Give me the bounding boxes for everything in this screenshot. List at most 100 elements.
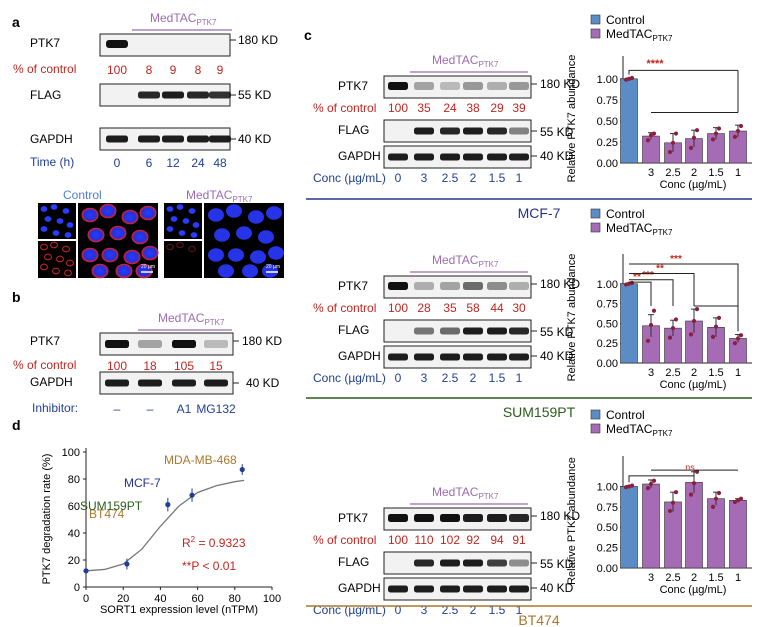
c-ptk7-band bbox=[388, 282, 408, 290]
c-pct-value: 44 bbox=[490, 301, 504, 315]
data-point bbox=[691, 135, 697, 140]
b-inhibitor-values: – – A1 MG132 bbox=[114, 402, 236, 416]
data-point bbox=[710, 504, 716, 509]
y-tick-label: 0.25 bbox=[597, 137, 618, 149]
a-flag-band bbox=[138, 91, 160, 99]
data-point bbox=[694, 307, 700, 312]
c-conc-value: 1 bbox=[516, 603, 523, 617]
legend-label-control: Control bbox=[606, 207, 645, 221]
b-pct-value: 100 bbox=[107, 359, 127, 373]
b-pct-value: 105 bbox=[174, 359, 194, 373]
x-tick-label: 1 bbox=[735, 167, 741, 179]
c-flag-band bbox=[463, 559, 483, 567]
c-conc-label: Conc (µg/mL) bbox=[313, 171, 386, 185]
point-label-sum159pt: SUM159PT bbox=[80, 499, 143, 513]
c-gapdh-band bbox=[414, 153, 434, 161]
c-gapdh-band bbox=[487, 585, 507, 593]
b-gapdh-band bbox=[138, 379, 162, 387]
c-gapdh-label: GAPDH bbox=[338, 581, 381, 595]
cell-nucleus bbox=[178, 230, 186, 236]
c-gapdh-band bbox=[509, 585, 529, 593]
data-point bbox=[688, 145, 694, 150]
c-conc-value: 1.5 bbox=[489, 371, 506, 385]
data-point bbox=[688, 492, 694, 497]
cell-nucleus bbox=[192, 222, 200, 228]
x-tick-label: 1 bbox=[735, 367, 741, 379]
c-medtac-label: MedTACPTK7 bbox=[432, 53, 499, 69]
a-time-value: 24 bbox=[191, 156, 205, 170]
data-point bbox=[629, 483, 635, 488]
cell-nucleus bbox=[52, 267, 60, 275]
data-point bbox=[165, 502, 171, 508]
y-axis-label: Relative PTK7 abundance bbox=[566, 55, 578, 183]
c-pct-value: 30 bbox=[512, 301, 526, 315]
data-point bbox=[710, 334, 716, 339]
cell-nucleus bbox=[242, 264, 258, 278]
data-point bbox=[688, 332, 694, 337]
bar bbox=[685, 482, 703, 569]
b-inhibitor-value: – bbox=[114, 402, 121, 416]
c-pct-value: 35 bbox=[417, 101, 431, 115]
cell-nucleus bbox=[236, 226, 252, 240]
legend-label-control: Control bbox=[606, 13, 645, 27]
data-point bbox=[667, 149, 673, 155]
a-pct-values: 100 8 9 8 9 bbox=[107, 63, 224, 77]
legend-swatch-control bbox=[590, 208, 601, 219]
c-gapdh-band bbox=[388, 353, 408, 361]
c-flag-band bbox=[440, 559, 460, 567]
data-point bbox=[651, 131, 657, 136]
b-ptk7-band bbox=[105, 340, 129, 348]
c-kd40: 40 KD bbox=[540, 581, 574, 595]
c-ptk7-band bbox=[487, 82, 507, 90]
b-ptk7-label: PTK7 bbox=[30, 334, 60, 348]
data-point bbox=[716, 315, 722, 320]
c-flag-band bbox=[440, 127, 460, 135]
y-tick-label: 1.00 bbox=[597, 279, 618, 291]
c-pct-value: 35 bbox=[443, 301, 457, 315]
c-gapdh-band bbox=[463, 353, 483, 361]
y-tick-label: 0.25 bbox=[597, 338, 618, 350]
a-flag-label: FLAG bbox=[30, 88, 61, 102]
c-conc-value: 2.5 bbox=[442, 603, 459, 617]
cell-nucleus bbox=[262, 264, 278, 278]
significance-label: ** bbox=[656, 263, 664, 274]
b-gapdh-band bbox=[204, 379, 228, 387]
c-flag-band bbox=[414, 127, 434, 135]
c-kd180: 180 KD bbox=[540, 509, 580, 523]
a-pct-label: % of control bbox=[13, 62, 76, 76]
cell-nucleus bbox=[40, 243, 48, 251]
data-point bbox=[124, 561, 130, 567]
data-point bbox=[716, 126, 722, 131]
bar bbox=[707, 498, 725, 569]
c-gapdh-band bbox=[440, 153, 460, 161]
cell-nucleus bbox=[218, 264, 234, 278]
c-gapdh-band bbox=[440, 585, 460, 593]
y-axis-label: Relative PTK7 abundance bbox=[566, 254, 578, 382]
cell-nucleus bbox=[182, 218, 190, 224]
cell-nucleus bbox=[214, 228, 230, 242]
a-time-value: 6 bbox=[146, 156, 153, 170]
point-label-mcf7: MCF-7 bbox=[124, 476, 161, 490]
b-kd180: 180 KD bbox=[242, 334, 282, 348]
data-point bbox=[710, 137, 716, 142]
cell-nucleus bbox=[266, 206, 282, 220]
a-pct-value: 9 bbox=[217, 63, 224, 77]
y-tick-label: 80 bbox=[68, 474, 80, 486]
x-tick-label: 40 bbox=[154, 593, 166, 605]
b-ptk7-band bbox=[138, 340, 162, 348]
cell-nucleus bbox=[176, 204, 184, 210]
cell-nucleus bbox=[258, 230, 274, 244]
x-tick-label: 3 bbox=[648, 167, 654, 179]
c-ptk7-band bbox=[440, 282, 460, 290]
y-tick-label: 100 bbox=[62, 447, 80, 459]
y-tick-label: 0.00 bbox=[597, 563, 618, 575]
svg-text:20 µm: 20 µm bbox=[266, 264, 280, 270]
x-tick-label: 1 bbox=[735, 572, 741, 584]
c-gapdh-band bbox=[463, 585, 483, 593]
c-pct-value: 102 bbox=[440, 533, 460, 547]
img-control-label: Control bbox=[63, 188, 102, 202]
data-point bbox=[738, 123, 744, 129]
